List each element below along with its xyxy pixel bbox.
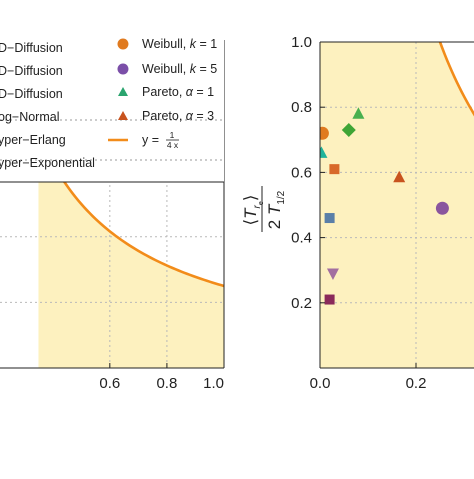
x-tick-label: 0.2 xyxy=(406,375,427,392)
shaded-region xyxy=(320,42,474,368)
legend-entry-label: Weibull, k = 5 xyxy=(142,62,217,76)
data-point-triangle-up xyxy=(352,107,365,119)
legend-fraction-denominator: 4 x xyxy=(167,140,179,150)
x-tick-label: 0.8 xyxy=(156,375,177,392)
legend-marker-triangle xyxy=(118,111,128,120)
right-plot-area xyxy=(320,42,474,368)
y-tick-label: 0.8 xyxy=(291,99,312,116)
data-point-circle xyxy=(320,126,329,140)
legend-fraction-lead: y = xyxy=(142,133,159,147)
y-axis-label-numerator: ⟨Tre⟩ xyxy=(241,195,265,226)
data-point-square xyxy=(324,213,335,224)
x-tick-label: 0.6 xyxy=(99,375,120,392)
data-point-triangle-up xyxy=(320,146,328,158)
legend-entry-label: D−Diffusion xyxy=(0,87,63,101)
data-point-square xyxy=(329,164,340,175)
data-point-circle xyxy=(435,201,449,215)
data-point-triangle-up xyxy=(393,170,406,183)
legend: D−Diffusion D−Diffusion D−Diffusion og−Norm… xyxy=(0,33,224,183)
y-tick-label: 0.6 xyxy=(291,164,312,181)
right-chart-panel: 0.2 0.4 0.6 0.8 1.0 0.0 0.2 ⟨Tre⟩2 T1/2 xyxy=(241,34,474,392)
data-point-diamond xyxy=(341,123,356,138)
legend-marker-circle xyxy=(117,38,129,50)
x-tick-label: 0.0 xyxy=(310,375,331,392)
shaded-region xyxy=(38,133,224,368)
y-tick-label: 0.2 xyxy=(291,295,312,312)
y-tick-label: 1.0 xyxy=(291,34,312,51)
legend-entry-label: yper−Erlang xyxy=(0,133,66,147)
y-axis-label: ⟨Tre⟩2 T1/2 xyxy=(241,186,287,232)
legend-entry-label: yper−Exponential xyxy=(0,156,95,170)
legend-entry-curve-label: y = 14 x xyxy=(142,130,179,150)
x-tick-label: 1.0 xyxy=(203,375,224,392)
legend-entry-label: Pareto, α = 3 xyxy=(142,109,214,123)
legend-entry-label: og−Normal xyxy=(0,110,60,124)
legend-entry-label: Pareto, α = 1 xyxy=(142,85,214,99)
data-point-square xyxy=(324,294,335,305)
legend-entry-label: D−Diffusion xyxy=(0,41,63,55)
y-tick-label: 0.4 xyxy=(291,230,312,247)
legend-entry-label: D−Diffusion xyxy=(0,64,63,78)
legend-fraction-numerator: 1 xyxy=(170,130,175,140)
left-chart-panel: 0.6 0.8 1.0D−DiffusionD−DiffusionD−Diffusi… xyxy=(0,33,225,392)
legend-background xyxy=(0,33,224,182)
boundary-curve xyxy=(438,42,474,117)
legend-entry-label: Weibull, k = 1 xyxy=(142,37,217,51)
legend-marker-circle xyxy=(117,63,129,75)
data-point-triangle-down xyxy=(326,268,339,280)
y-axis-label-denominator: 2 T1/2 xyxy=(265,190,287,229)
series-line-1-over-4x xyxy=(37,133,224,288)
left-plot-area xyxy=(0,133,224,368)
legend-marker-triangle xyxy=(118,87,128,96)
